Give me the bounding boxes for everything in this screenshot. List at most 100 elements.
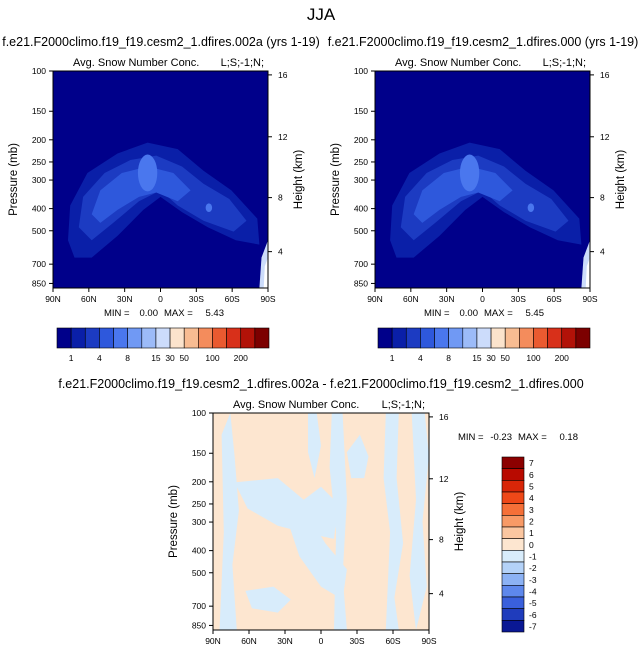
colorbar-label: 5 [529,482,534,492]
colorbar-box [434,327,449,349]
colorbar-box [183,327,199,349]
colorbar-label: -4 [529,587,537,597]
y-tick-label: 200 [354,135,368,145]
y-tick-label: 150 [32,106,46,116]
colorbar-box [501,561,525,574]
colorbar-label: -6 [529,610,537,620]
contour-level-3 [91,166,191,223]
y-tick-label: 500 [354,226,368,236]
subtitle-right: L;S;-1;N; [221,57,264,69]
x-tick-label: 90S [582,294,597,304]
contour-level-neg-small [245,586,291,613]
contour-max-core [137,154,158,192]
max-value: 5.43 [206,308,225,319]
colorbar-box [141,327,157,349]
y-right-tick-label: 4 [439,589,444,599]
contour-missing-corner [585,257,590,288]
y-tick-label: 300 [354,175,368,185]
x-tick-label: 60N [403,294,419,304]
max-label: MAX = [164,308,193,319]
contour-level-3 [413,166,513,223]
colorbar-box [420,327,435,349]
x-tick-label: 30S [349,636,364,646]
x-tick-label: 0 [158,294,163,304]
colorbar-box [533,327,548,349]
y-tick-label: 150 [192,448,206,458]
colorbar-box [99,327,114,349]
colorbar-box [501,538,525,551]
colorbar-box [113,327,128,349]
contour-level-neg-small [329,413,347,630]
panel-experiment-a: f.e21.F2000climo.f19_f19.cesm2_1.dfires.… [2,35,320,363]
y-right-tick-label: 12 [278,132,288,142]
colorbar-label: 15 [151,353,161,363]
panel-title: f.e21.F2000climo.f19_f19.cesm2_1.dfires.… [58,377,583,391]
colorbar-label: 1 [390,353,395,363]
y-tick-label: 150 [354,106,368,116]
contour-level-neg-small [383,413,404,630]
colorbar-box [405,327,421,349]
y-tick-label: 700 [354,259,368,269]
colorbar-box [391,327,407,349]
colorbar-box [198,327,213,349]
colorbar-label: 4 [529,493,534,503]
panel-difference: f.e21.F2000climo.f19_f19.cesm2_1.dfires.… [58,377,583,646]
x-tick-label: 90N [367,294,383,304]
colorbar-box [501,468,525,481]
contour-local-max [527,203,535,213]
subtitle-right: L;S;-1;N; [543,57,586,69]
panel-experiment-b: f.e21.F2000climo.f19_f19.cesm2_1.dfires.… [328,35,639,363]
y-tick-label: 100 [32,66,46,76]
x-tick-label: 60S [225,294,240,304]
colorbar-label: 8 [446,353,451,363]
colorbar-box [70,327,86,349]
contour-level-neg-small [286,515,347,600]
y-right-axis-label: Height (km) [293,150,305,210]
colorbar-label: 15 [472,353,482,363]
min-label: MIN = [424,308,450,319]
colorbar-box [501,480,525,493]
contour-max-core [459,154,480,192]
y-right-tick-label: 12 [439,474,449,484]
colorbar-box [169,327,185,349]
x-tick-label: 30N [277,636,293,646]
x-tick-label: 90S [421,636,436,646]
colorbar-box [501,585,525,598]
y-right-tick-label: 8 [278,193,283,203]
x-tick-label: 90S [260,294,275,304]
contour-field [375,71,590,288]
x-tick-label: 90N [205,636,221,646]
colorbar-label: 6 [529,470,534,480]
y-tick-label: 250 [354,157,368,167]
y-right-tick-label: 12 [600,132,610,142]
colorbar-box [501,608,525,621]
contour-field [53,71,268,288]
colorbar-label: 4 [418,353,423,363]
contour-field [213,413,429,630]
colorbar-label: 7 [529,458,534,468]
colorbar-box [377,327,393,349]
colorbar-label: 2 [529,517,534,527]
colorbar-box [56,327,72,349]
colorbar-label: 50 [500,353,510,363]
y-axis-label: Pressure (mb) [168,485,180,558]
colorbar-label: 1 [69,353,74,363]
colorbar-box [490,327,506,349]
contour-missing-corner [263,257,268,288]
y-tick-label: 400 [192,546,206,556]
contour-local-max [205,203,213,213]
colorbar-box [501,515,525,528]
x-tick-label: 0 [480,294,485,304]
x-tick-label: 60S [385,636,400,646]
y-tick-label: 500 [32,226,46,236]
max-value: 5.45 [526,308,545,319]
y-right-tick-label: 4 [278,247,283,257]
subtitle-left: Avg. Snow Number Conc. [73,57,199,69]
colorbar-box [226,327,242,349]
y-right-axis-label: Height (km) [615,150,627,210]
contour-level-neg-small [409,413,429,630]
colorbar-label: 3 [529,505,534,515]
min-value: 0.00 [140,308,159,319]
x-tick-label: 30N [117,294,133,304]
colorbar-box [212,327,227,349]
